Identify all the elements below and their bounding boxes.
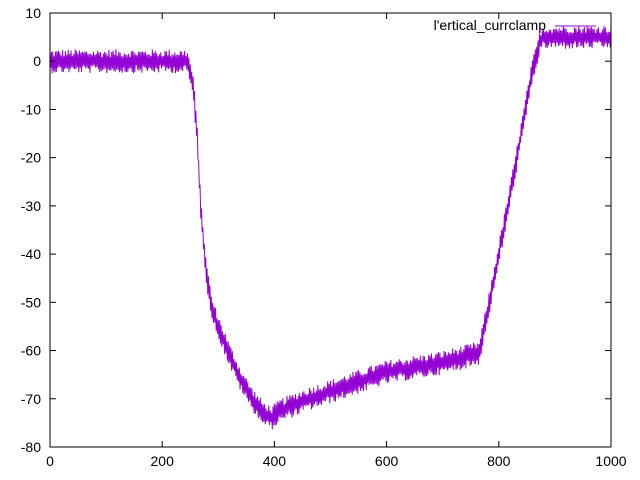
legend: l'ertical_currclamp xyxy=(434,17,596,33)
x-tick-label: 600 xyxy=(375,453,399,469)
x-tick-label: 800 xyxy=(487,453,511,469)
x-tick-label: 400 xyxy=(263,453,287,469)
y-tick-label: -80 xyxy=(21,439,41,455)
x-tick-label: 200 xyxy=(151,453,175,469)
y-tick-label: -50 xyxy=(21,294,41,310)
axes-layer: 0 200 400 600 800 1000 10 0 -10 -20 -30 -40 -50 -60 -7… xyxy=(21,5,627,469)
x-tick-label: 0 xyxy=(46,453,54,469)
y-tick-label: -30 xyxy=(21,198,41,214)
y-tick-label: 0 xyxy=(33,53,41,69)
y-tick-label: -40 xyxy=(21,246,41,262)
x-tick-label: 1000 xyxy=(595,453,626,469)
legend-label: l'ertical_currclamp xyxy=(434,17,547,33)
series-layer xyxy=(49,25,612,430)
plot-frame xyxy=(49,12,612,448)
y-tick-label: -60 xyxy=(21,343,41,359)
y-tick-label: 10 xyxy=(25,5,41,21)
y-tick-label: -20 xyxy=(21,150,41,166)
y-tick-label: -10 xyxy=(21,101,41,117)
series-line xyxy=(49,25,612,430)
y-tick-label: -70 xyxy=(21,391,41,407)
